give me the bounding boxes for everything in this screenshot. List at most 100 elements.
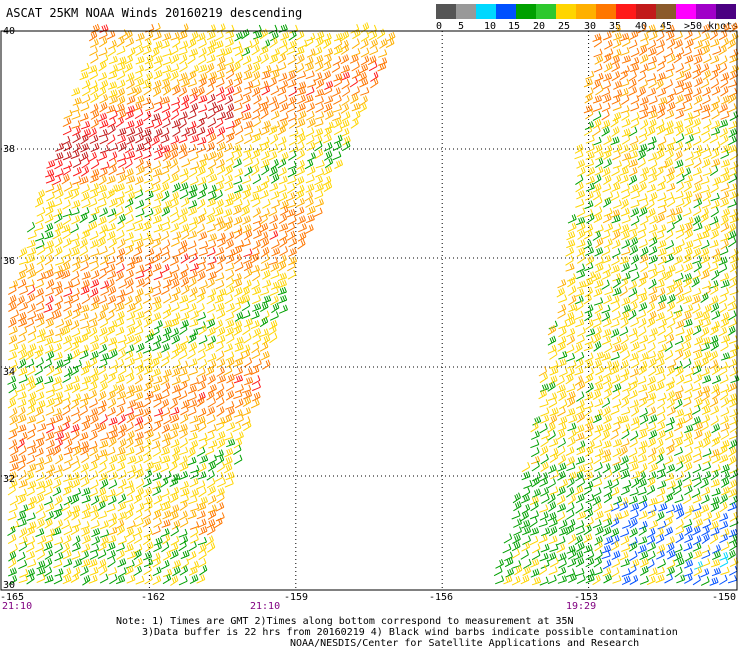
wind-barb [179,182,189,192]
wind-barb [178,30,188,40]
wind-barb [612,287,622,296]
wind-barb [711,248,721,258]
wind-barb [594,398,604,408]
wind-barb [315,198,324,208]
wind-barb [178,72,188,82]
wind-barb [179,61,188,73]
wind-barb [566,383,576,393]
wind-barb [215,31,224,42]
wind-barb [333,134,343,144]
wind-barb [530,558,540,568]
wind-barb [207,233,218,242]
wind-barb [358,71,367,82]
wind-barb [298,223,307,233]
wind-barb [250,158,260,169]
wind-barb [108,436,117,448]
wind-barb [8,359,18,370]
wind-barb [63,160,73,170]
wind-barb [332,56,342,66]
wind-barb [685,367,694,377]
wind-barb [612,471,621,482]
wind-barb [711,423,721,434]
wind-barb [584,209,594,218]
wind-barb [602,318,612,328]
wind-barb [700,184,710,194]
wind-barb [700,568,710,578]
wind-barb [206,525,216,536]
wind-barb [25,279,35,288]
wind-barb [89,398,98,408]
wind-barb [639,334,649,344]
wind-barb [234,125,244,136]
wind-barb [187,293,197,303]
wind-barb [522,535,531,546]
wind-barb [125,367,134,378]
wind-barb [108,567,118,576]
wind-barb [718,294,728,305]
wind-barb [656,264,666,274]
wind-barb [666,542,675,553]
wind-barb [710,229,719,240]
wind-barb [557,445,566,457]
wind-barb [604,342,613,354]
wind-barb [180,558,190,570]
wind-barb [675,557,685,568]
wind-barb [251,165,260,176]
wind-barb [198,159,207,170]
wind-barb [241,206,250,217]
wind-barb [325,110,334,120]
wind-barb [162,279,172,289]
wind-barb [45,528,56,538]
wind-barb [251,375,261,386]
wind-barb [171,302,180,312]
wind-barb [144,55,154,65]
wind-barb [53,198,63,208]
wind-barb [583,78,593,88]
wind-barb [216,492,225,504]
wind-barb [288,30,297,41]
wind-barb [656,421,666,432]
wind-barb [612,277,621,289]
wind-barb [639,54,649,64]
wind-barb [127,86,137,96]
wind-barb [567,276,576,288]
wind-barb [531,476,540,488]
wind-barb [656,61,666,72]
wind-barb [109,430,119,440]
wind-barb [171,165,180,176]
wind-barb [610,429,619,440]
wind-barb [323,142,333,152]
wind-barb [657,392,667,402]
wind-barb [629,63,640,73]
wind-barb [638,326,647,337]
wind-barb [152,480,162,490]
wind-barb [700,176,710,185]
wind-barb [541,430,551,440]
wind-barb [224,343,233,353]
wind-barb [125,120,135,129]
wind-barb [126,261,135,272]
wind-barb [26,454,36,465]
wind-barb [196,303,205,314]
wind-barb [585,550,595,561]
wind-barb [718,365,728,376]
wind-barb [693,453,703,463]
wind-barb [711,269,720,281]
wind-barb [664,430,674,441]
wind-barb [592,136,602,146]
wind-barb [701,486,711,497]
wind-barb [89,430,98,441]
wind-barb [198,77,207,88]
wind-barb [116,405,125,417]
wind-barb [648,567,658,577]
wind-barb [612,311,621,321]
wind-barb [62,238,72,248]
wind-barb [188,270,198,280]
wind-barb [367,24,377,34]
wind-barb [163,293,172,304]
wind-barb [98,268,107,280]
wind-barb [45,423,55,434]
wind-barb [683,181,692,193]
wind-barb [712,141,721,152]
wind-barb [35,232,45,242]
